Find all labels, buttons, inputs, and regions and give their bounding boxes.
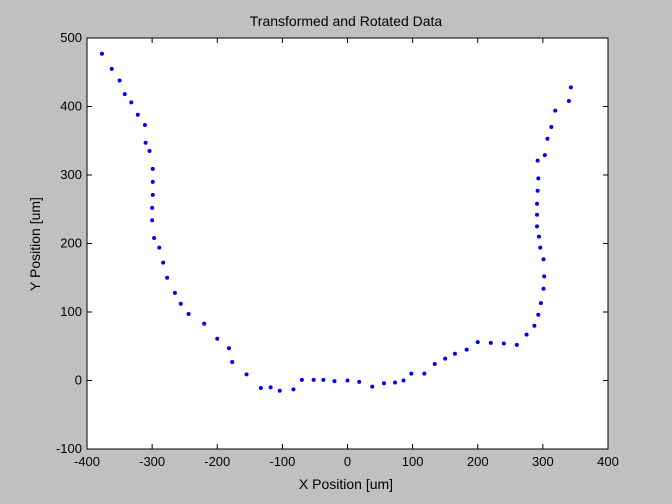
data-point [186, 312, 191, 317]
x-axis-label: X Position [um] [299, 476, 393, 492]
y-tick-label: 400 [60, 99, 82, 114]
data-point [409, 371, 414, 376]
data-point [122, 92, 127, 97]
data-point [129, 100, 134, 105]
data-point [150, 179, 155, 184]
x-tick-label: 200 [467, 454, 489, 469]
data-point [536, 312, 541, 317]
data-point [172, 290, 177, 295]
x-tick-label: -100 [269, 454, 295, 469]
data-point [542, 274, 547, 279]
data-point [549, 125, 554, 130]
data-point [143, 140, 148, 145]
data-point [135, 112, 140, 117]
data-point [215, 336, 220, 341]
data-point [230, 360, 235, 365]
data-point [535, 224, 540, 229]
data-point [501, 341, 506, 346]
x-tick-label: -400 [74, 454, 100, 469]
data-point [553, 108, 558, 113]
x-tick-label: 100 [402, 454, 424, 469]
data-point [542, 153, 547, 158]
data-point [332, 379, 337, 384]
data-point [535, 201, 540, 206]
data-point [524, 332, 529, 337]
data-point [535, 212, 540, 217]
data-point [532, 323, 537, 328]
x-tick-label: 400 [597, 454, 619, 469]
data-point [150, 166, 155, 171]
data-point [226, 346, 231, 351]
data-point [536, 176, 541, 181]
data-point [244, 372, 249, 377]
data-point [311, 377, 316, 382]
data-point [357, 379, 362, 384]
data-point [299, 377, 304, 382]
data-point [202, 321, 207, 326]
data-point [150, 192, 155, 197]
y-tick-label: 100 [60, 304, 82, 319]
data-point [370, 384, 375, 389]
data-point [165, 275, 170, 280]
y-axis: -100 0 100 200 300 400 500 [56, 30, 608, 456]
data-point [452, 351, 457, 356]
data-point [568, 85, 573, 90]
data-point [268, 385, 273, 390]
data-point [536, 234, 541, 239]
data-point [545, 136, 550, 141]
y-tick-label: 200 [60, 236, 82, 251]
y-tick-label: 300 [60, 167, 82, 182]
data-point [535, 188, 540, 193]
data-point [514, 342, 519, 347]
data-point [432, 362, 437, 367]
data-point [401, 378, 406, 383]
data-point [178, 301, 183, 306]
data-points [99, 51, 573, 393]
data-point [566, 99, 571, 104]
data-point [541, 286, 546, 291]
data-point [488, 340, 493, 345]
data-point [117, 78, 122, 83]
y-tick-label: 500 [60, 30, 82, 45]
data-point [152, 236, 157, 241]
data-point [541, 257, 546, 262]
chart-title: Transformed and Rotated Data [250, 13, 443, 29]
plot-area [86, 37, 609, 450]
x-tick-label: 300 [532, 454, 554, 469]
y-axis-label: Y Position [um] [27, 197, 43, 291]
data-point [464, 347, 469, 352]
data-point [150, 205, 155, 210]
y-tick-label: -100 [56, 441, 82, 456]
x-tick-label: -300 [139, 454, 165, 469]
data-point [258, 386, 263, 391]
data-point [147, 149, 152, 154]
data-point [538, 245, 543, 250]
data-point [535, 158, 540, 163]
data-point [157, 245, 162, 250]
data-point [475, 340, 480, 345]
data-point [142, 122, 147, 127]
x-axis: -400 -300 -200 -100 0 100 200 300 400 [74, 38, 619, 469]
data-point [393, 380, 398, 385]
data-point [443, 356, 448, 361]
data-point [161, 260, 166, 265]
data-point [381, 381, 386, 386]
data-point [345, 378, 350, 383]
data-point [99, 51, 104, 56]
x-tick-label: -200 [204, 454, 230, 469]
data-point [109, 66, 114, 71]
data-point [321, 377, 326, 382]
data-point [422, 371, 427, 376]
data-point [538, 301, 543, 306]
y-tick-label: 0 [75, 373, 82, 388]
x-tick-label: 0 [344, 454, 351, 469]
data-point [277, 388, 282, 393]
data-point [150, 218, 155, 223]
data-point [291, 387, 296, 392]
